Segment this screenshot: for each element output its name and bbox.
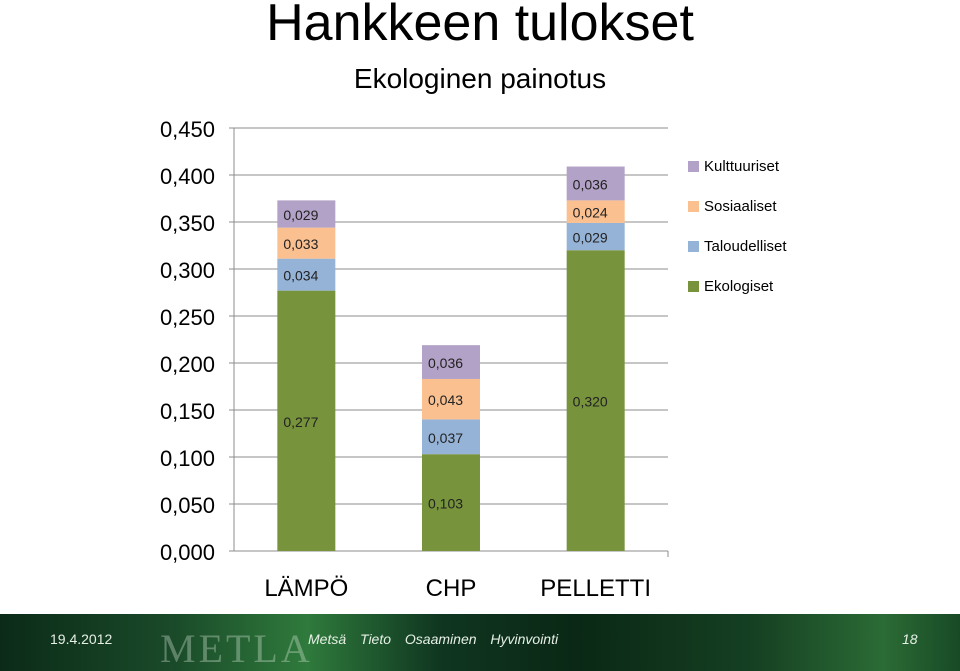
y-tick-label: 0,200 [160,352,215,377]
bar-segment [422,345,480,379]
legend-label: Taloudelliset [704,237,787,255]
bar-segment [277,290,336,551]
x-tick-label: LÄMPÖ [264,575,348,602]
footer-nav-item: Tieto [360,631,392,647]
metla-logo: METLA [160,626,313,671]
footer-nav-item: Hyvinvointi [490,631,559,647]
bar-segment [422,378,480,420]
bar-segment [277,200,336,228]
bar-segment [277,258,336,291]
footer-nav-item: Osaaminen [404,631,477,647]
bar-segment [566,166,625,201]
y-tick-label: 0,400 [160,164,215,189]
legend-swatch-sosiaaliset [688,200,699,212]
stacked-bar-chart: 0,000 0,050 0,100 0,150 0,200 0,250 0,300 0,350… [160,117,669,602]
chart-legend: Kulttuuriset Sosiaaliset Taloudelliset E… [688,146,787,306]
data-label: 0,034 [283,268,318,284]
legend-swatch-kulttuuriset [688,160,699,172]
page-title: Hankkeen tulokset [266,0,694,52]
legend-item-kulttuuriset: Kulttuuriset [688,146,787,186]
data-label: 0,033 [283,236,318,252]
y-tick-label: 0,100 [160,446,215,471]
data-label: 0,036 [573,176,608,192]
data-label: 0,103 [428,496,463,512]
legend-swatch-ekologiset [688,280,699,292]
page-number: 18 [902,631,918,647]
chart-subtitle: Ekologinen painotus [353,63,607,94]
bar-segment [422,419,480,455]
x-tick-label: CHP [426,575,477,602]
footer-nav: Metsä Tieto Osaaminen Hyvinvointi [308,631,568,647]
data-label: 0,277 [283,414,318,430]
footer-date: 19.4.2012 [50,631,113,647]
y-tick-label: 0,150 [160,399,215,424]
data-label: 0,029 [283,207,318,223]
legend-item-ekologiset: Ekologiset [688,266,787,306]
data-label: 0,043 [428,392,463,408]
bar-segment [566,222,625,251]
y-tick-label: 0,050 [160,493,215,518]
legend-label: Kulttuuriset [704,157,780,175]
data-label: 0,024 [573,205,608,221]
footer-nav-item: Metsä [308,631,347,647]
legend-label: Sosiaaliset [704,197,777,215]
bar-segment [566,250,625,551]
y-tick-label: 0,450 [160,117,215,142]
bar-segment [422,454,480,551]
slide-footer: 19.4.2012 METLA Metsä Tieto Osaaminen Hy… [0,614,960,671]
y-tick-label: 0,350 [160,211,215,236]
bar-segment [566,200,625,223]
y-tick-label: 0,300 [160,258,215,283]
legend-label: Ekologiset [704,277,774,295]
bar-segment [277,227,336,259]
data-label: 0,036 [428,355,463,371]
legend-item-sosiaaliset: Sosiaaliset [688,186,787,226]
legend-swatch-taloudelliset [688,240,699,252]
y-tick-label: 0,000 [160,540,215,565]
y-tick-label: 0,250 [160,305,215,330]
data-label: 0,029 [573,230,608,246]
data-label: 0,320 [573,394,608,410]
data-label: 0,037 [428,430,463,446]
legend-item-taloudelliset: Taloudelliset [688,226,787,266]
x-tick-label: PELLETTI [540,575,651,602]
